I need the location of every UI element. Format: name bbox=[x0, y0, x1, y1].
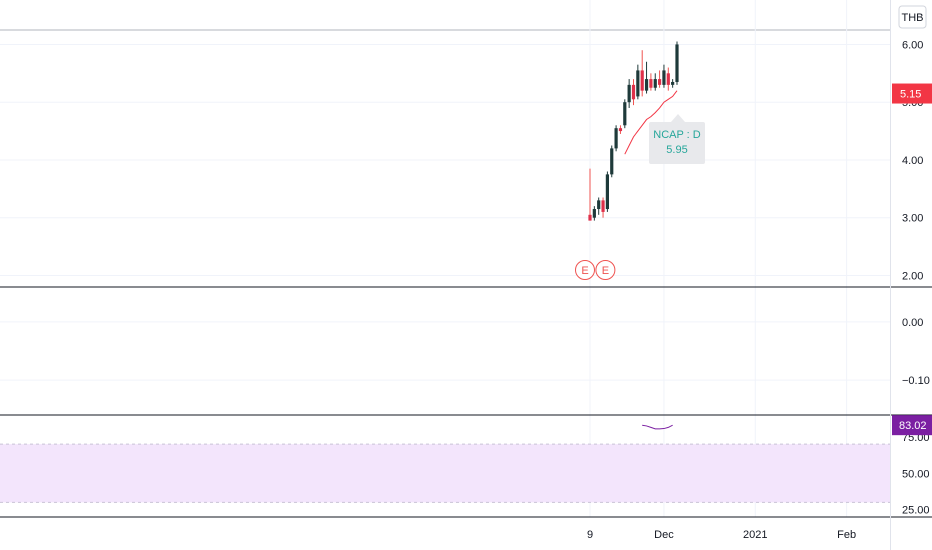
time-axis-label: 2021 bbox=[743, 529, 767, 541]
candle-body bbox=[588, 214, 592, 221]
candle-body bbox=[610, 148, 614, 175]
candle-body bbox=[666, 73, 670, 85]
candle-body bbox=[597, 200, 601, 210]
candle-body bbox=[662, 70, 666, 85]
last-price-badge bbox=[892, 83, 932, 104]
price-tick-label: 4.00 bbox=[902, 155, 923, 167]
candle-body bbox=[653, 79, 657, 88]
candle-body bbox=[623, 102, 627, 126]
rsi-tick-label: 25.00 bbox=[902, 505, 930, 517]
earnings-marker-label: E bbox=[581, 265, 588, 277]
candle-body bbox=[627, 84, 631, 103]
rsi-value-label: 83.02 bbox=[899, 420, 927, 432]
candle-body bbox=[658, 79, 662, 85]
candle-body bbox=[601, 200, 605, 212]
price-tick-label: 3.00 bbox=[902, 213, 923, 225]
candle-body bbox=[592, 209, 596, 218]
time-axis-label: Feb bbox=[837, 529, 856, 541]
candle-body bbox=[631, 84, 636, 100]
tooltip-symbol: NCAP : D bbox=[653, 129, 701, 141]
time-axis-label: 9 bbox=[587, 529, 593, 541]
price-tick-label: 6.00 bbox=[902, 39, 923, 51]
macd-tick-label: 0.00 bbox=[902, 317, 923, 329]
currency-label: THB bbox=[902, 12, 924, 24]
candle-body bbox=[671, 81, 675, 85]
earnings-marker[interactable] bbox=[595, 260, 616, 280]
candle-body bbox=[636, 70, 640, 97]
earnings-marker-label: E bbox=[602, 265, 609, 277]
moving-average-line bbox=[624, 90, 678, 155]
candle-body bbox=[618, 128, 623, 132]
candle-body bbox=[605, 174, 609, 210]
macd-tick-label: −0.10 bbox=[902, 375, 930, 387]
candle-body bbox=[640, 70, 644, 91]
price-tooltip bbox=[649, 122, 705, 164]
last-price-label: 5.15 bbox=[900, 89, 921, 101]
rsi-line bbox=[642, 424, 673, 430]
rsi-tick-label: 50.00 bbox=[902, 468, 930, 480]
earnings-marker[interactable] bbox=[575, 260, 595, 280]
tooltip-value: 5.95 bbox=[666, 144, 687, 156]
candle-body bbox=[649, 79, 653, 88]
currency-badge[interactable] bbox=[898, 5, 927, 29]
time-axis-label: Dec bbox=[654, 529, 674, 541]
candle-body bbox=[614, 128, 618, 149]
price-tooltip-pointer bbox=[671, 114, 685, 122]
candle-body bbox=[675, 44, 679, 82]
rsi-band bbox=[0, 444, 890, 503]
rsi-value-badge bbox=[892, 415, 932, 436]
price-tick-label: 2.00 bbox=[902, 270, 923, 282]
candle-body bbox=[644, 79, 649, 91]
